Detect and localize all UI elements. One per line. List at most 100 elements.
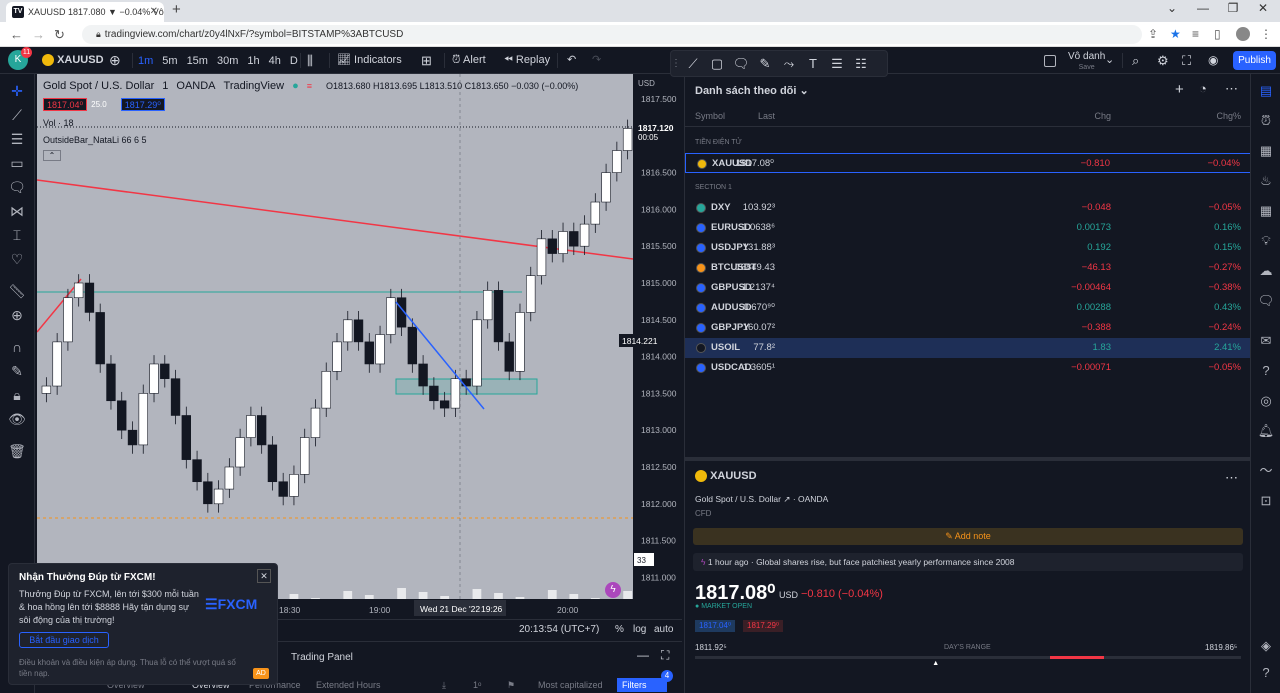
calendar-icon[interactable]: ▦ (1259, 203, 1273, 218)
sidebar-icon[interactable]: ▯ (1214, 27, 1221, 41)
reload-icon[interactable]: ↻ (54, 27, 65, 42)
magnet-icon[interactable]: ∩ (11, 339, 23, 355)
browser-tab[interactable]: TV XAUUSD 1817.080 ▼ −0.04% Vô ✕ (6, 2, 164, 22)
watchlist-row[interactable]: GBPJPY 160.07² −0.388 −0.24% (685, 318, 1251, 338)
help-icon[interactable]: ? (1262, 363, 1270, 378)
layers-icon[interactable]: ◈ (1261, 638, 1271, 653)
symbol-search-button[interactable]: XAUUSD (42, 51, 104, 70)
maximize-panel-icon[interactable]: ⛶ (661, 648, 670, 662)
start-trading-button[interactable]: Bắt đầu giao dịch (19, 632, 109, 648)
chart-pane[interactable]: 1817.5001817.0001816.5001816.0001815.500… (37, 74, 682, 619)
callout-tool-icon[interactable]: 🗨︎ (732, 55, 750, 71)
sell-button[interactable]: 1817.04⁰ (43, 98, 88, 111)
publish-button[interactable]: Publish (1233, 51, 1276, 70)
interval-D[interactable]: D (289, 54, 298, 67)
lock-drawing-icon[interactable]: ✎ (11, 363, 23, 379)
details-more-icon[interactable]: ⋯ (1225, 470, 1238, 485)
buy-button[interactable]: 1817.29⁰ (120, 98, 165, 111)
watchlist-icon[interactable]: ▤ (1259, 83, 1273, 98)
col-symbol[interactable]: Symbol (695, 111, 726, 121)
notifications-icon[interactable]: 🔔︎ (1257, 423, 1275, 438)
gear-icon[interactable]: ⚙ (1157, 53, 1169, 68)
filters-lines-icon[interactable]: ☷ (855, 55, 867, 71)
tab-extended-hours[interactable]: Extended Hours (316, 680, 381, 690)
trading-panel-tab[interactable]: Trading Panel (291, 652, 353, 663)
advanced-view-icon[interactable]: ◔ (1199, 81, 1207, 96)
rectangle-tool-icon[interactable]: ▢ (710, 55, 724, 71)
reading-list-icon[interactable]: ≡ (1192, 27, 1200, 41)
chevron-down-icon[interactable]: ⌄ (1105, 54, 1115, 66)
prediction-icon[interactable]: ⌶ (12, 227, 22, 243)
messages-icon[interactable]: ✉ (1260, 333, 1272, 348)
minimize-panel-icon[interactable]: — (637, 648, 649, 662)
watchlist-title-button[interactable]: Danh sách theo dõi ⌄ (695, 85, 809, 97)
col-last[interactable]: Last (757, 111, 775, 121)
help-circle-icon[interactable]: ? (1262, 665, 1270, 680)
camera-icon[interactable]: ◉ (1208, 53, 1219, 67)
auto-scale-toggle[interactable]: auto (654, 624, 674, 635)
interval-1h[interactable]: 1h (247, 54, 260, 67)
forward-icon[interactable]: → (32, 27, 45, 42)
streams-icon[interactable]: ☁ (1259, 263, 1273, 278)
interval-5m[interactable]: 5m (162, 54, 178, 67)
trading-icon[interactable]: 〜 (1259, 463, 1273, 478)
candle-type-icon[interactable]: ⫼ (307, 53, 313, 68)
fib-icon[interactable]: ☰ (10, 131, 24, 147)
eye-icon[interactable]: 👁︎ (8, 411, 26, 427)
lock-icon[interactable]: 🔒︎ (13, 387, 21, 403)
watchlist-row[interactable]: AUDUSD 0.670⁹⁰ 0.00288 0.43% (685, 298, 1251, 318)
layout-checkbox-icon[interactable] (1044, 55, 1056, 67)
sort-dropdown[interactable]: Most capitalized (538, 680, 603, 690)
interval-4h[interactable]: 4h (268, 54, 281, 67)
watchlist-row[interactable]: BTCUSDT 16849.43 −46.13 −0.27% (685, 258, 1251, 278)
watchlist-row[interactable]: USDJPY 131.88³ 0.192 0.15% (685, 238, 1251, 258)
watchlist-row[interactable]: GBPUSD 1.2137⁴ −0.00464 −0.38% (685, 278, 1251, 298)
panel-splitter[interactable] (685, 457, 1251, 461)
tab-overview[interactable]: Overview (192, 680, 230, 690)
path-tool-icon[interactable]: ⤳ (783, 55, 795, 71)
add-symbol-icon[interactable]: + (1175, 81, 1184, 98)
more-options-icon[interactable]: ⋯ (1225, 81, 1238, 96)
rectangle-icon[interactable]: ▭ (10, 155, 24, 171)
layout-name-button[interactable]: Vô danh Save (1068, 51, 1105, 73)
replay-button[interactable]: ⏪︎ Replay (504, 51, 550, 70)
heart-icon[interactable]: ♡ (10, 251, 24, 267)
download-icon[interactable]: ⤓ (442, 680, 446, 690)
maximize-icon[interactable]: ❐ (1227, 1, 1239, 15)
add-note-button[interactable]: ✎ Add note (693, 528, 1243, 545)
brush-tool-icon[interactable]: ✎ (759, 55, 771, 71)
interval-15m[interactable]: 15m (186, 54, 208, 67)
share-icon[interactable]: ⇪ (1148, 27, 1159, 41)
trend-line-icon[interactable]: ⟋ (12, 107, 22, 123)
text-tool-icon[interactable]: T (809, 55, 817, 71)
close-popup-icon[interactable]: ✕ (257, 569, 271, 583)
lightning-icon[interactable]: ϟ (605, 582, 621, 598)
layouts-icon[interactable]: ⊞ (421, 53, 432, 68)
watchlist-row[interactable]: EURUSD 1.0638⁶ 0.00173 0.16% (685, 218, 1251, 238)
news-headline[interactable]: ϟ 1 hour ago · Global shares rise, but f… (693, 553, 1243, 571)
tab-performance[interactable]: Performance (249, 680, 301, 690)
details-name[interactable]: Gold Spot / U.S. Dollar (695, 494, 781, 504)
col-chg[interactable]: Chg (1094, 111, 1111, 121)
dom-icon[interactable]: ⊡ (1260, 493, 1272, 508)
close-tab-icon[interactable]: ✕ (149, 6, 158, 17)
redo-icon[interactable]: ↷ (592, 54, 602, 66)
percent-scale-toggle[interactable]: % (615, 624, 624, 635)
minimize-icon[interactable]: — (1197, 1, 1209, 15)
log-scale-toggle[interactable]: log (633, 624, 647, 635)
collapse-legend-icon[interactable]: ⌃ (43, 150, 61, 161)
alert-button[interactable]: ⏰︎ Alert (452, 51, 486, 70)
undo-icon[interactable]: ↶ (567, 54, 577, 66)
profile-avatar[interactable] (1236, 27, 1250, 41)
broadcast-icon[interactable]: ◎ (1260, 393, 1272, 408)
bookmark-star-icon[interactable]: ★ (1170, 27, 1181, 41)
price-chart[interactable]: 1817.5001817.0001816.5001816.0001815.500… (37, 74, 682, 619)
url-input[interactable]: 🔒︎ tradingview.com/chart/z0y4lNxF/?symbol… (82, 25, 1142, 44)
ruler-icon[interactable]: 📏︎ (8, 283, 26, 299)
watchlist-row[interactable]: USDCAD 1.3605¹ −0.00071 −0.05% (685, 358, 1251, 378)
watchlist-row[interactable]: XAUUSD 1817.08⁰ −0.810 −0.04% (685, 153, 1251, 173)
watchlist-row[interactable]: USOIL 77.8² 1.83 2.41% (685, 338, 1251, 358)
new-tab-icon[interactable]: + (172, 1, 181, 18)
alerts-clock-icon[interactable]: ⏰︎ (1260, 113, 1272, 128)
trend-line-tool-icon[interactable]: ⟋ (688, 55, 698, 71)
